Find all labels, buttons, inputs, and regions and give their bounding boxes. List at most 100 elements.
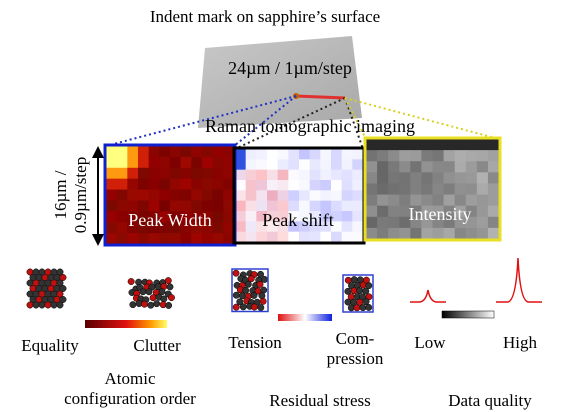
heatmap-cell [246, 170, 257, 181]
heatmap-cell [235, 159, 246, 170]
figure: Indent mark on sapphire’s surface 24µm /… [0, 0, 562, 412]
atom [233, 304, 239, 310]
heatmap-cell [159, 190, 170, 201]
atom [233, 270, 239, 276]
heatmap-cell [455, 172, 467, 184]
heatmap-cell [421, 228, 433, 240]
heatmap-cell [170, 146, 181, 157]
heatmap-cell [331, 159, 342, 170]
atom [360, 304, 366, 310]
heatmap-cell [299, 149, 310, 160]
panel-label: Peak shift [262, 210, 334, 230]
heatmap-cell [159, 146, 170, 157]
heatmap-cell [310, 170, 321, 181]
heatmap-cell [466, 183, 478, 195]
heatmap-cell [117, 179, 128, 190]
heatmap-cell [444, 161, 456, 173]
legend-high: Clutter [133, 336, 181, 355]
atom [363, 298, 369, 304]
atom [245, 281, 251, 287]
heatmap-cell [299, 190, 310, 201]
heatmap-cell [366, 228, 378, 240]
heatmap-cell [106, 168, 117, 179]
heatmap-cell [106, 190, 117, 201]
heatmap-cell [320, 180, 331, 191]
atom [258, 304, 264, 310]
atom [259, 293, 265, 299]
heatmap-cell [488, 172, 500, 184]
heatmap-cell [246, 211, 257, 222]
heatmap-cell [352, 180, 363, 191]
heatmap-cell [288, 149, 299, 160]
atom [356, 287, 362, 293]
sapphire-image [198, 36, 362, 128]
heatmap-cell [331, 190, 342, 201]
heatmap-cell [106, 233, 117, 244]
heatmap-cell [342, 180, 353, 191]
heatmap-cell [202, 168, 213, 179]
heatmap-cell [267, 159, 278, 170]
heatmap-cell [181, 190, 192, 201]
heatmap-cell [310, 190, 321, 201]
heatmap-cell [191, 190, 202, 201]
heatmap-cell [202, 190, 213, 201]
heatmap-cell [342, 221, 353, 232]
heatmap-cell [320, 232, 331, 243]
heatmap-cell [488, 139, 500, 151]
heatmap-cell [117, 233, 128, 244]
heatmap-cell [342, 149, 353, 160]
atom [57, 302, 63, 308]
colorbar [85, 320, 167, 328]
heatmap-cell [159, 157, 170, 168]
heatmap-cell [117, 146, 128, 157]
heatmap-cell [256, 159, 267, 170]
heatmap-cell [399, 150, 411, 162]
heatmap-cell [421, 139, 433, 151]
heatmap-cell [488, 217, 500, 229]
heatmap-cell [320, 170, 331, 181]
heatmap-cell [299, 232, 310, 243]
heatmap-cell [267, 170, 278, 181]
heatmap-cell [399, 183, 411, 195]
heatmap-cell [106, 211, 117, 222]
heatmap-cell [299, 170, 310, 181]
heatmap-cell [377, 206, 389, 218]
heatmap-cell [444, 172, 456, 184]
heatmap-cell [246, 232, 257, 243]
heatmap-cell [352, 190, 363, 201]
legend-title: configuration order [64, 389, 196, 408]
heatmap-cell [444, 150, 456, 162]
heatmap-cell [246, 201, 257, 212]
heatmap-cell [399, 139, 411, 151]
atom [148, 302, 154, 308]
heatmap-cell [267, 180, 278, 191]
heatmap-cell [310, 149, 321, 160]
heatmap-cell [377, 195, 389, 207]
heatmap-cell [256, 180, 267, 191]
atom [260, 298, 266, 304]
heatmap-cell [213, 233, 224, 244]
heatmap-cell [181, 146, 192, 157]
heatmap-cell [466, 139, 478, 151]
heatmap-cell [366, 206, 378, 218]
heatmap-cell [477, 206, 489, 218]
heatmap-cell [377, 150, 389, 162]
heatmap-cell [213, 211, 224, 222]
colorbar [278, 314, 332, 321]
atom [239, 293, 245, 299]
heatmap-cell [421, 150, 433, 162]
heatmap-cell [117, 222, 128, 233]
heatmap-cell [106, 157, 117, 168]
heatmap-cell [288, 170, 299, 181]
arrow-head [92, 234, 104, 246]
heatmap-cell [288, 232, 299, 243]
heatmap-cell [235, 180, 246, 191]
heatmap-cell [352, 170, 363, 181]
heatmap-cell [331, 180, 342, 191]
atom [51, 302, 57, 308]
heatmap-cell [388, 150, 400, 162]
heatmap-cell [421, 172, 433, 184]
heatmap-cell [444, 183, 456, 195]
heatmap-cell [455, 228, 467, 240]
heatmap-cell [191, 168, 202, 179]
